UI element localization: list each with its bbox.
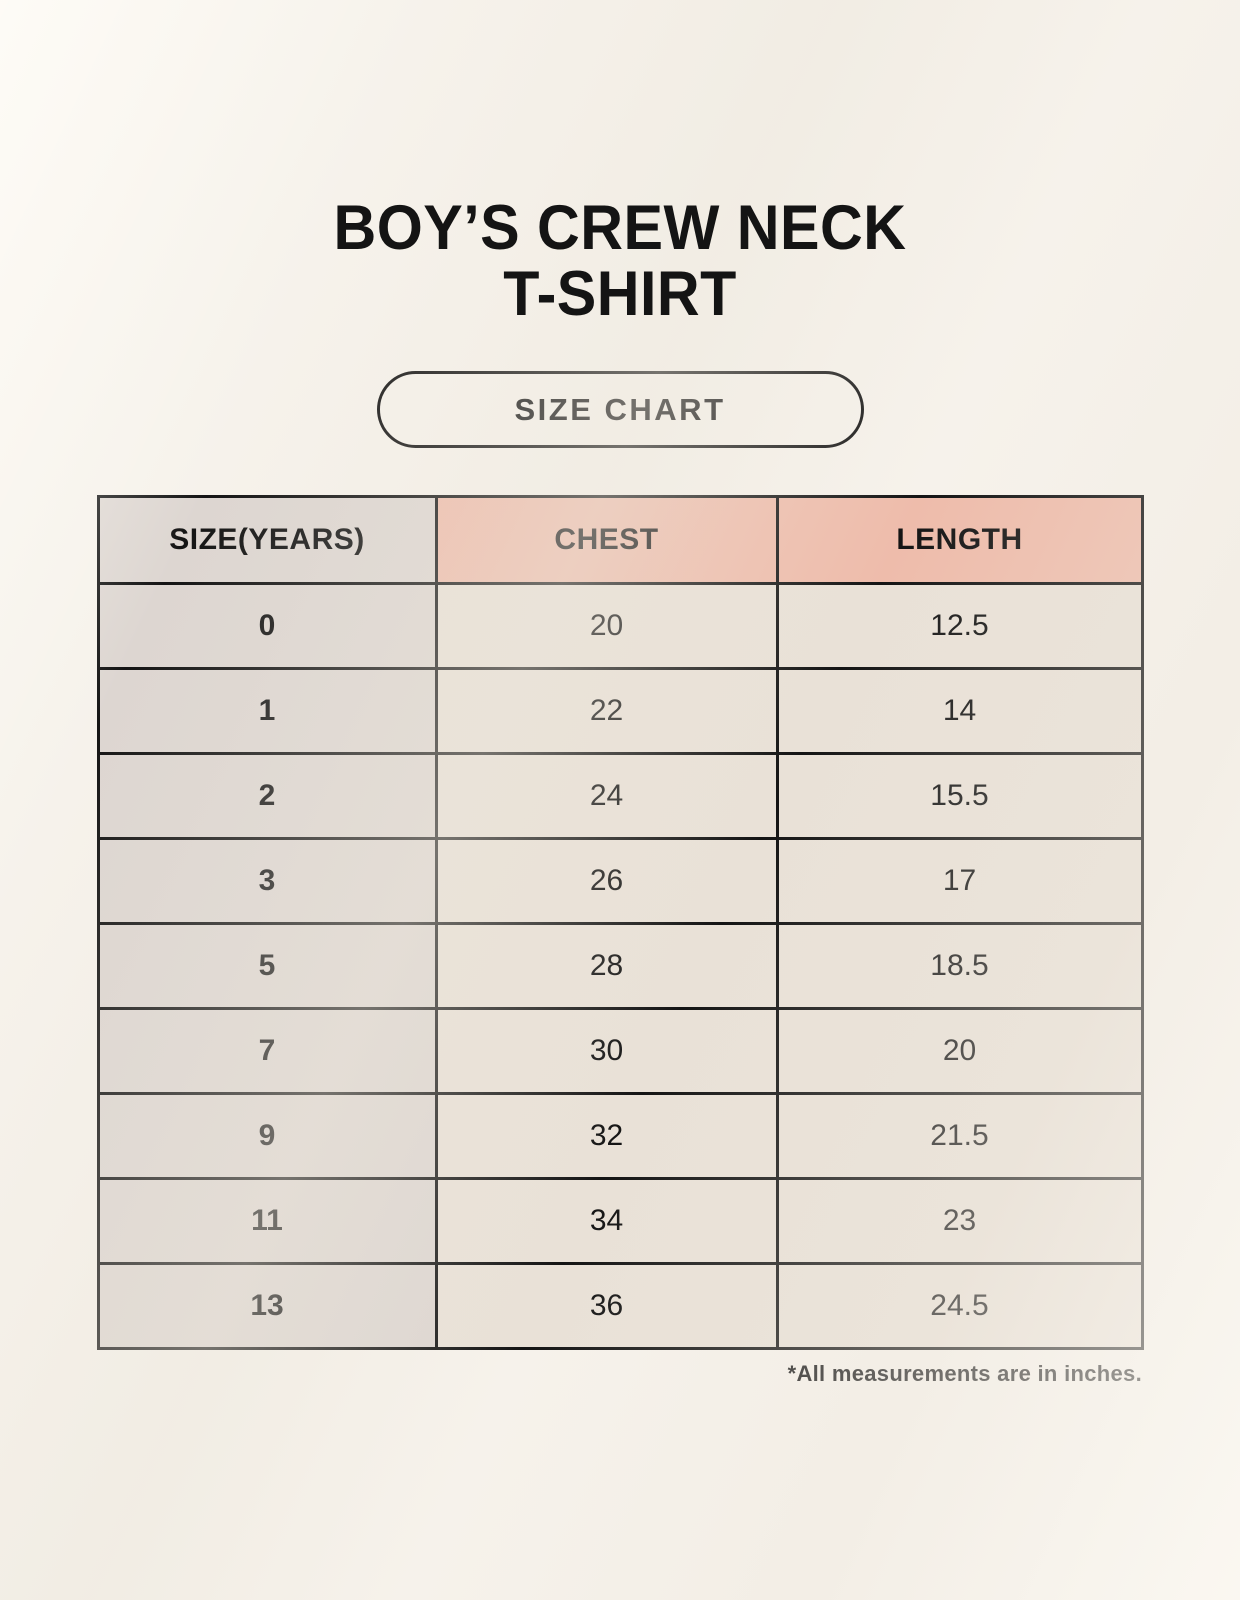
page-title-line-2: T-SHIRT — [503, 258, 737, 329]
size-cell: 0 — [96, 582, 438, 671]
length-cell: 14 — [775, 667, 1144, 756]
table-row: 0 20 12.5 — [96, 582, 1144, 671]
chest-cell: 30 — [434, 1007, 779, 1096]
size-chart-badge-label: SIZE CHART — [514, 391, 726, 427]
header-row: SIZE(YEARS) CHEST LENGTH — [96, 495, 1144, 586]
chest-cell: 28 — [434, 922, 779, 1011]
column-header-size-years: SIZE(YEARS) — [96, 495, 438, 586]
size-table-header: SIZE(YEARS) CHEST LENGTH — [96, 495, 1144, 586]
table-row: 5 28 18.5 — [96, 922, 1144, 1011]
page-title-line-1: BOY’S CREW NECK — [333, 193, 907, 263]
table-row: 2 24 15.5 — [96, 752, 1144, 841]
table-row: 7 30 20 — [96, 1007, 1144, 1096]
chest-cell: 24 — [434, 752, 779, 841]
table-row: 11 34 23 — [96, 1177, 1144, 1266]
size-cell: 13 — [96, 1262, 438, 1351]
size-cell: 7 — [96, 1007, 438, 1096]
size-cell: 1 — [96, 667, 438, 756]
size-table-body: 0 20 12.5 1 22 14 2 24 15.5 3 26 17 5 28 — [96, 582, 1144, 1351]
table-row: 3 26 17 — [96, 837, 1144, 926]
length-cell: 24.5 — [775, 1262, 1144, 1351]
size-chart-badge: SIZE CHART — [376, 371, 864, 449]
column-header-length: LENGTH — [775, 495, 1144, 586]
size-cell: 11 — [96, 1177, 438, 1266]
length-cell: 12.5 — [775, 582, 1144, 671]
chest-cell: 20 — [434, 582, 779, 671]
size-table: SIZE(YEARS) CHEST LENGTH 0 20 12.5 1 22 … — [96, 495, 1144, 1351]
chest-cell: 26 — [434, 837, 779, 926]
length-cell: 17 — [775, 837, 1144, 926]
size-cell: 9 — [96, 1092, 438, 1181]
chest-cell: 32 — [434, 1092, 779, 1181]
chest-cell: 34 — [434, 1177, 779, 1266]
length-cell: 23 — [775, 1177, 1144, 1266]
chest-cell: 36 — [434, 1262, 779, 1351]
length-cell: 15.5 — [775, 752, 1144, 841]
chest-cell: 22 — [434, 667, 779, 756]
table-row: 13 36 24.5 — [96, 1262, 1144, 1351]
page-title: BOY’S CREW NECK T-SHIRT — [37, 0, 1203, 327]
size-cell: 3 — [96, 837, 438, 926]
length-cell: 18.5 — [775, 922, 1144, 1011]
length-cell: 21.5 — [775, 1092, 1144, 1181]
column-header-chest: CHEST — [434, 495, 779, 586]
size-cell: 5 — [96, 922, 438, 1011]
size-cell: 2 — [96, 752, 438, 841]
table-row: 9 32 21.5 — [96, 1092, 1144, 1181]
table-row: 1 22 14 — [96, 667, 1144, 756]
measurements-footnote: *All measurements are in inches. — [787, 1361, 1142, 1387]
length-cell: 20 — [775, 1007, 1144, 1096]
